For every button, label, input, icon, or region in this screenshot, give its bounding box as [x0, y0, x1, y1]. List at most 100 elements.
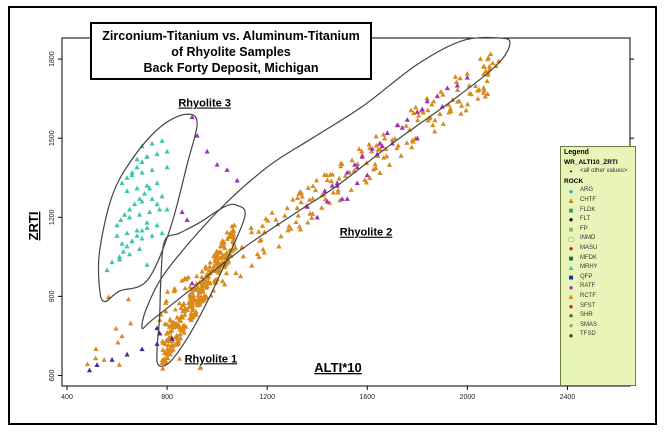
- legend-item-masu: ● MASU: [564, 244, 632, 254]
- legend-label-tfsd: TFSD: [580, 331, 596, 338]
- series-rhyo-point-27: [126, 214, 133, 220]
- rctf-point-305: [463, 107, 469, 113]
- rctf-point-301: [363, 179, 370, 185]
- legend-label-fldk: FLDK: [580, 206, 596, 213]
- group-outline-3: [97, 113, 198, 303]
- series-ratf-point-18: [404, 117, 410, 122]
- rctf-point-486: [409, 137, 416, 143]
- rctf-point-217: [175, 340, 181, 346]
- series-rhyo-point-13: [136, 196, 143, 201]
- series-ratf-point-39: [379, 143, 385, 149]
- rctf-point-507: [125, 296, 132, 302]
- rctf-point-461: [294, 205, 300, 210]
- rctf-point-281: [165, 289, 171, 294]
- series-rhyo-point-1: [109, 259, 115, 265]
- rctf-point-397: [372, 161, 378, 167]
- series-ratf-point-34: [354, 164, 360, 170]
- series-rhyo-point-58: [126, 251, 133, 257]
- series-ratf-point-19: [414, 109, 420, 114]
- rctf-point-95: [160, 347, 166, 352]
- rctf-point-240: [166, 338, 173, 343]
- rctf-point-452: [484, 78, 490, 83]
- rctf-point-453: [335, 187, 341, 193]
- rctf-point-442: [290, 196, 296, 202]
- rctf-point-253: [206, 267, 212, 273]
- x-tick-label-0: 400: [61, 394, 73, 401]
- series-ratf-point-2: [204, 148, 210, 154]
- legend-item-chtf: ▲ CHTF: [564, 196, 632, 206]
- legend-item-mfdk: ■ MFDK: [564, 254, 632, 264]
- series-ratf-point-10: [334, 180, 340, 186]
- rctf-point-169: [180, 323, 186, 329]
- legend-item-sfst: ● SFST: [564, 302, 632, 312]
- legend-label-sfst: SFST: [580, 302, 596, 309]
- rctf-point-386: [240, 253, 246, 259]
- rctf-point-264: [355, 161, 361, 166]
- series-rhyo-point-47: [134, 156, 140, 162]
- series-arg-point-3: [124, 351, 130, 357]
- rctf-point-214: [219, 243, 225, 249]
- rctf-point-440: [326, 200, 333, 205]
- rctf-point-505: [115, 339, 121, 345]
- rctf-point-252: [166, 329, 173, 335]
- rctf-point-414: [349, 157, 355, 163]
- series-ratf-point-26: [364, 172, 370, 178]
- rctf-point-371: [356, 146, 362, 152]
- rctf-point-420: [178, 305, 184, 311]
- rctf-point-324: [398, 153, 404, 158]
- series-ratf-point-0: [189, 114, 195, 120]
- y-tick-label-3: 1500: [49, 130, 56, 146]
- series-rhyo-point-40: [134, 185, 140, 191]
- rctf-point-431: [189, 289, 195, 295]
- series-ratf-point-21: [434, 93, 440, 99]
- rctf-point-99: [193, 311, 199, 317]
- rctf-point-495: [93, 355, 99, 361]
- legend-items: ● ARG ▲ CHTF ■ FLDK ● FLT ■ FP □ INMD ● MASU ■ MFDK ▲ MRH…: [564, 186, 632, 340]
- rctf-point-383: [171, 286, 177, 291]
- rctf-point-287: [284, 205, 290, 211]
- series-rhyo-point-49: [154, 151, 160, 157]
- rctf-point-165: [188, 310, 194, 316]
- legend-category: ROCK: [564, 177, 584, 185]
- series-rhyo-point-28: [136, 212, 143, 217]
- series-rhyo-point-0: [104, 267, 110, 273]
- rctf-point-278: [213, 261, 219, 266]
- rctf-point-237: [173, 334, 179, 340]
- legend-item-rctf: ▲ RCTF: [564, 292, 632, 302]
- rctf-point-449: [297, 226, 304, 232]
- rctf-point-357: [212, 258, 218, 264]
- series-ratf-point-14: [369, 146, 375, 151]
- x-tick-label-2: 1200: [259, 394, 275, 401]
- series-ratf-point-16: [384, 130, 390, 135]
- rctf-point-271: [260, 246, 266, 252]
- rctf-point-68: [195, 292, 201, 298]
- rctf-point-411: [192, 285, 198, 291]
- rctf-point-455: [187, 284, 193, 289]
- rctf-point-199: [204, 272, 211, 277]
- rctf-point-65: [165, 355, 171, 361]
- series-rhyo-point-23: [124, 230, 130, 236]
- rctf-point-339: [200, 288, 206, 294]
- series-rhyo-point-55: [164, 206, 170, 212]
- rctf-point-268: [222, 281, 228, 287]
- series-rhyo-point-7: [139, 227, 145, 233]
- legend-symbol-masu: ●: [568, 244, 574, 254]
- series-ratf-point-17: [394, 122, 400, 128]
- rctf-point-476: [386, 162, 393, 167]
- series-rhyo-point-16: [119, 180, 125, 186]
- rctf-point-421: [305, 219, 311, 225]
- rctf-point-197: [227, 230, 233, 235]
- legend-label-smas: SMAS: [580, 321, 598, 328]
- series-rhyo-point-36: [139, 235, 145, 241]
- rctf-point-498: [193, 308, 199, 314]
- rctf-point-274: [438, 89, 444, 94]
- rctf-point-307: [187, 293, 194, 298]
- legend-item-tfsd: ● TFSD: [564, 330, 632, 340]
- series-ratf-point-7: [184, 217, 190, 222]
- x-axis-label: ALTI*10: [314, 360, 361, 375]
- rctf-point-502: [93, 346, 99, 352]
- rctf-point-405: [203, 263, 209, 269]
- rctf-point-134: [186, 303, 193, 309]
- legend-label-rctf: RCTF: [580, 292, 596, 299]
- rctf-point-376: [389, 137, 395, 142]
